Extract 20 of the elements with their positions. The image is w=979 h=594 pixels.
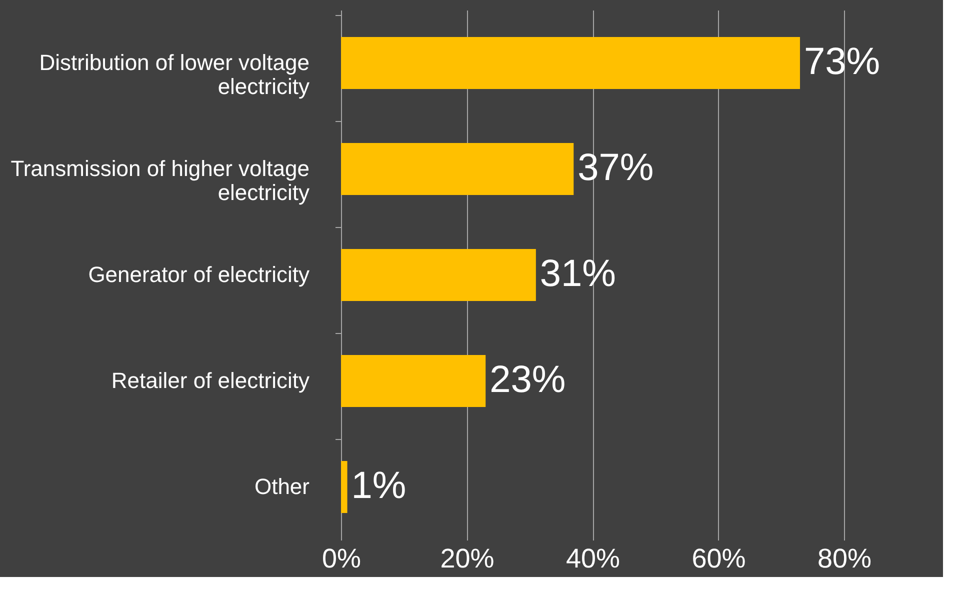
x-tick-label: 40% bbox=[566, 544, 620, 574]
bar bbox=[341, 249, 536, 301]
data-label: 73% bbox=[804, 41, 880, 83]
x-tick-label: 80% bbox=[817, 544, 872, 574]
x-tick-label: 0% bbox=[322, 544, 362, 574]
y-tick-label: Transmission of higher voltage electricity bbox=[10, 156, 310, 205]
data-label: 1% bbox=[351, 465, 406, 507]
bar bbox=[341, 37, 800, 89]
x-tick-label: 60% bbox=[692, 544, 746, 574]
data-label: 37% bbox=[578, 147, 654, 189]
y-tick-label: Other bbox=[254, 474, 310, 499]
data-label: 23% bbox=[490, 359, 566, 401]
bar bbox=[341, 143, 574, 195]
bar bbox=[341, 461, 348, 513]
x-tick-label: 20% bbox=[440, 544, 494, 574]
y-tick-label: Generator of electricity bbox=[88, 262, 310, 287]
y-tick-label: Retailer of electricity bbox=[111, 368, 310, 393]
y-tick-label: Distribution of lower voltage electricity bbox=[39, 50, 310, 99]
bar bbox=[341, 355, 486, 407]
data-label: 31% bbox=[540, 253, 616, 295]
